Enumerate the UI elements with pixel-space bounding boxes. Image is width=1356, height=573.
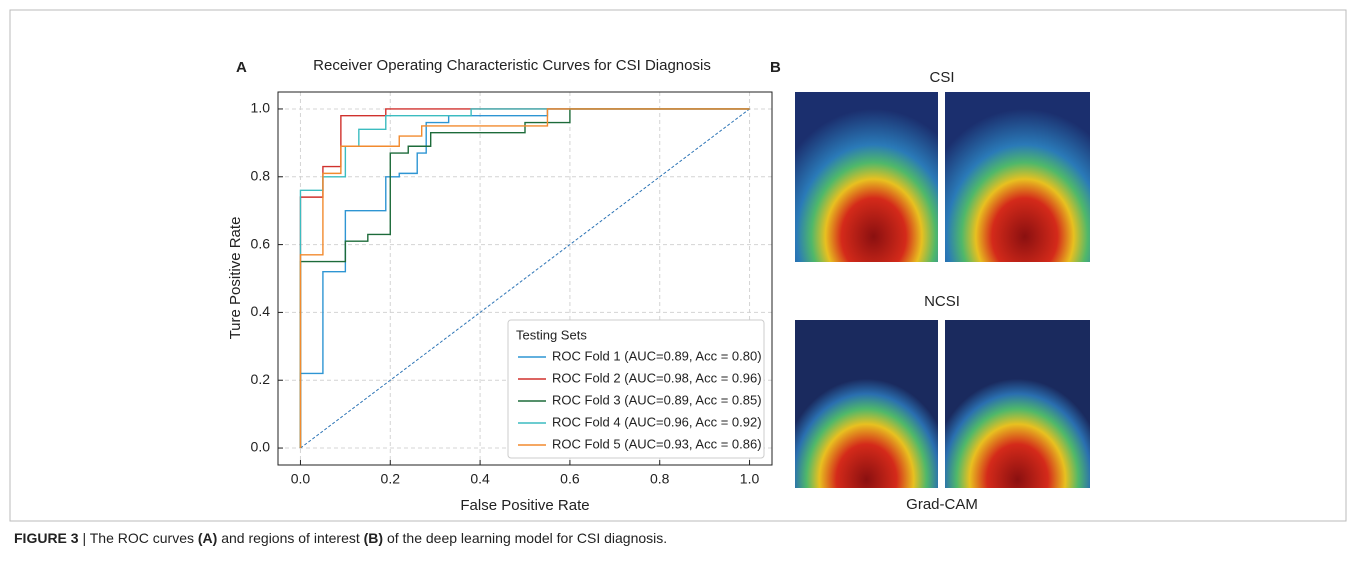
x-tick-label: 1.0 (740, 471, 760, 487)
y-tick-label: 0.8 (251, 167, 271, 183)
figure: A Receiver Operating Characteristic Curv… (0, 0, 1356, 525)
caption-ref: (B) (364, 530, 383, 546)
image-group-label: Grad-CAM (906, 496, 978, 513)
gradcam-image (945, 320, 1090, 488)
caption-text: The ROC curves (90, 530, 198, 546)
y-tick-label: 0.0 (251, 439, 271, 455)
y-tick-label: 1.0 (251, 100, 271, 116)
caption-text: of the deep learning model for CSI diagn… (383, 530, 667, 546)
image-group-label: NCSI (924, 293, 960, 310)
x-axis-label: False Positive Rate (460, 497, 589, 514)
x-tick-label: 0.4 (470, 471, 490, 487)
legend-label: ROC Fold 1 (AUC=0.89, Acc = 0.80) (552, 348, 762, 363)
figure-caption: FIGURE 3 | The ROC curves (A) and region… (14, 530, 667, 546)
legend-label: ROC Fold 2 (AUC=0.98, Acc = 0.96) (552, 370, 762, 385)
panel-label: B (770, 59, 781, 76)
legend-title: Testing Sets (516, 327, 587, 342)
panel-label: A (236, 59, 247, 76)
chart-title: Receiver Operating Characteristic Curves… (313, 57, 711, 74)
gradcam-image (795, 320, 938, 488)
y-tick-label: 0.4 (251, 303, 271, 319)
caption-text: and regions of interest (217, 530, 363, 546)
figure-label: FIGURE 3 (14, 530, 79, 546)
y-tick-label: 0.2 (251, 371, 271, 387)
legend-label: ROC Fold 3 (AUC=0.89, Acc = 0.85) (552, 392, 762, 407)
gradcam-image (795, 92, 938, 262)
image-group-label: CSI (929, 69, 954, 86)
y-axis-label: Ture Positive Rate (227, 217, 244, 340)
legend-label: ROC Fold 5 (AUC=0.93, Acc = 0.86) (552, 436, 762, 451)
x-tick-label: 0.2 (381, 471, 401, 487)
x-tick-label: 0.8 (650, 471, 670, 487)
x-tick-label: 0.0 (291, 471, 311, 487)
caption-text: | (79, 530, 90, 546)
y-tick-label: 0.6 (251, 235, 271, 251)
caption-ref: (A) (198, 530, 217, 546)
gradcam-image (945, 92, 1090, 262)
legend-label: ROC Fold 4 (AUC=0.96, Acc = 0.92) (552, 414, 762, 429)
x-tick-label: 0.6 (560, 471, 580, 487)
page: A Receiver Operating Characteristic Curv… (0, 0, 1356, 573)
